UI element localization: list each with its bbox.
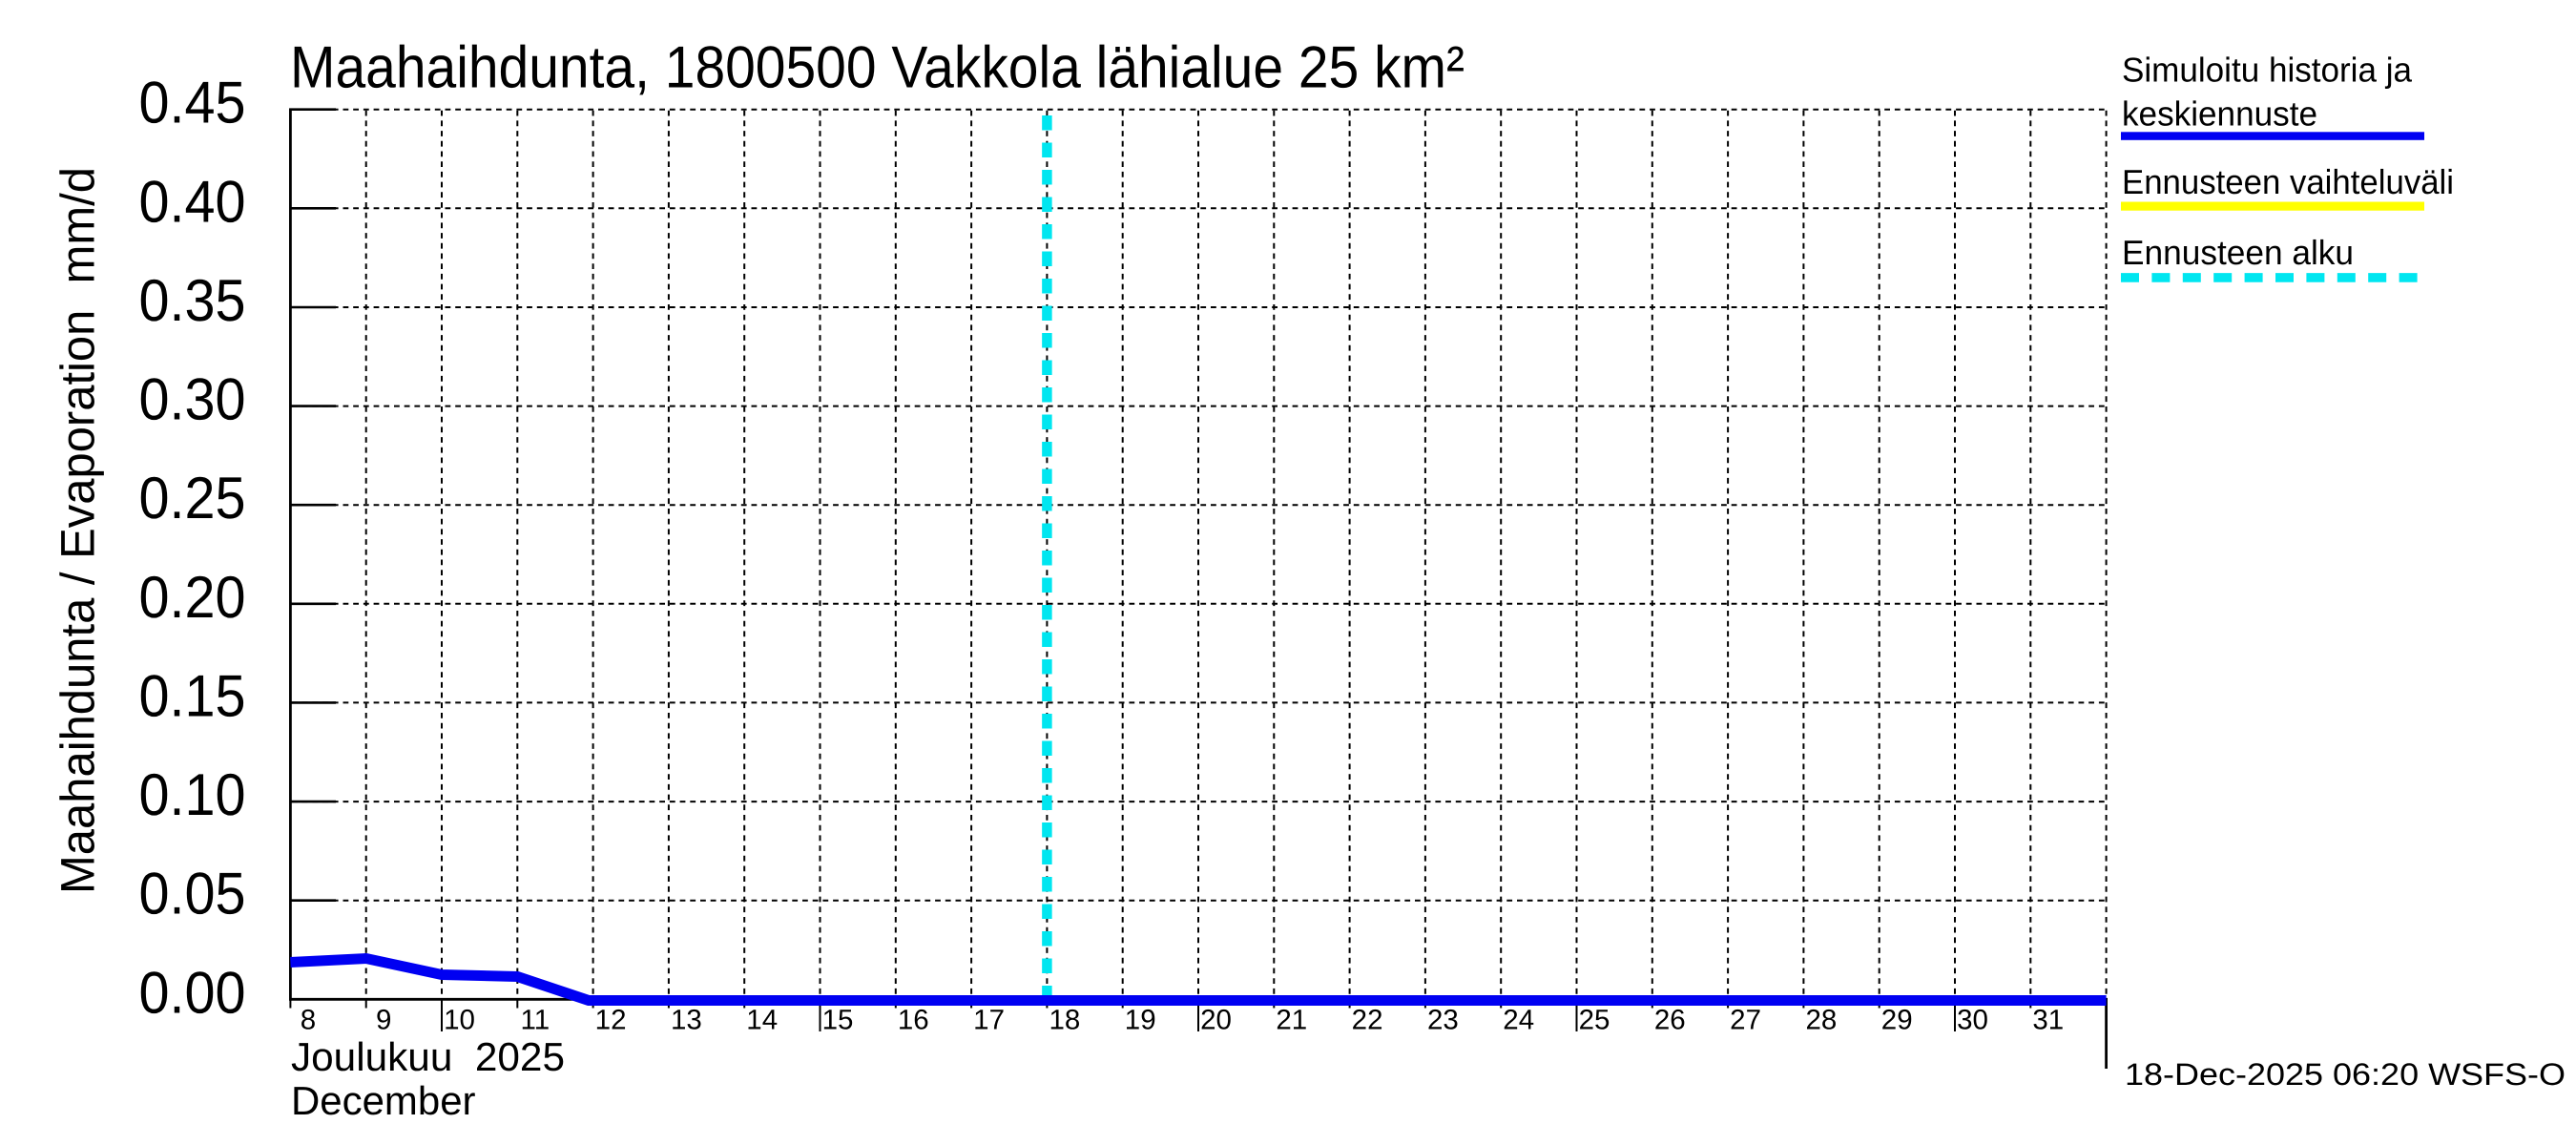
svg-text:0.45: 0.45 <box>139 71 246 136</box>
svg-text:14: 14 <box>746 1005 778 1036</box>
svg-text:0.30: 0.30 <box>139 367 246 433</box>
svg-text:17: 17 <box>973 1005 1005 1036</box>
svg-text:12: 12 <box>595 1005 627 1036</box>
svg-text:10: 10 <box>444 1005 475 1036</box>
svg-text:Joulukuu 2025: Joulukuu 2025 <box>291 1034 565 1079</box>
svg-text:0.20: 0.20 <box>139 565 246 631</box>
svg-text:20: 20 <box>1200 1005 1232 1036</box>
svg-text:31: 31 <box>2032 1005 2064 1036</box>
svg-text:15: 15 <box>822 1005 854 1036</box>
svg-text:Ennusteen alku: Ennusteen alku <box>2122 233 2354 272</box>
svg-text:16: 16 <box>898 1005 929 1036</box>
svg-text:24: 24 <box>1503 1005 1534 1036</box>
svg-text:22: 22 <box>1352 1005 1383 1036</box>
svg-text:Ennusteen vaihteluväli: Ennusteen vaihteluväli <box>2122 162 2454 201</box>
svg-text:18-Dec-2025 06:20 WSFS-O: 18-Dec-2025 06:20 WSFS-O <box>2125 1057 2566 1092</box>
svg-text:11: 11 <box>520 1005 550 1036</box>
svg-text:December: December <box>291 1078 476 1123</box>
svg-text:13: 13 <box>671 1005 702 1036</box>
svg-text:8: 8 <box>301 1005 316 1036</box>
svg-text:23: 23 <box>1427 1005 1459 1036</box>
svg-text:0.40: 0.40 <box>139 169 246 235</box>
svg-text:Maahaihdunta / Evaporation mm: Maahaihdunta / Evaporation mm/d <box>52 167 105 894</box>
svg-text:keskiennuste: keskiennuste <box>2122 94 2317 134</box>
svg-text:0.15: 0.15 <box>139 663 246 729</box>
svg-text:Maahaihdunta, 1800500 Vakkola: Maahaihdunta, 1800500 Vakkola lähialue 2… <box>290 35 1465 101</box>
svg-text:29: 29 <box>1881 1005 1913 1036</box>
svg-text:9: 9 <box>376 1005 391 1036</box>
svg-text:27: 27 <box>1730 1005 1761 1036</box>
svg-text:25: 25 <box>1579 1005 1610 1036</box>
svg-text:0.35: 0.35 <box>139 268 246 334</box>
svg-text:30: 30 <box>1957 1005 1988 1036</box>
svg-text:26: 26 <box>1654 1005 1686 1036</box>
svg-text:0.25: 0.25 <box>139 466 246 531</box>
svg-text:18: 18 <box>1049 1005 1080 1036</box>
svg-text:0.10: 0.10 <box>139 762 246 828</box>
svg-text:Simuloitu historia ja: Simuloitu historia ja <box>2122 51 2413 90</box>
svg-text:28: 28 <box>1805 1005 1837 1036</box>
svg-text:0.05: 0.05 <box>139 862 246 927</box>
svg-text:19: 19 <box>1125 1005 1156 1036</box>
svg-text:21: 21 <box>1276 1005 1307 1036</box>
svg-text:0.00: 0.00 <box>139 960 246 1026</box>
